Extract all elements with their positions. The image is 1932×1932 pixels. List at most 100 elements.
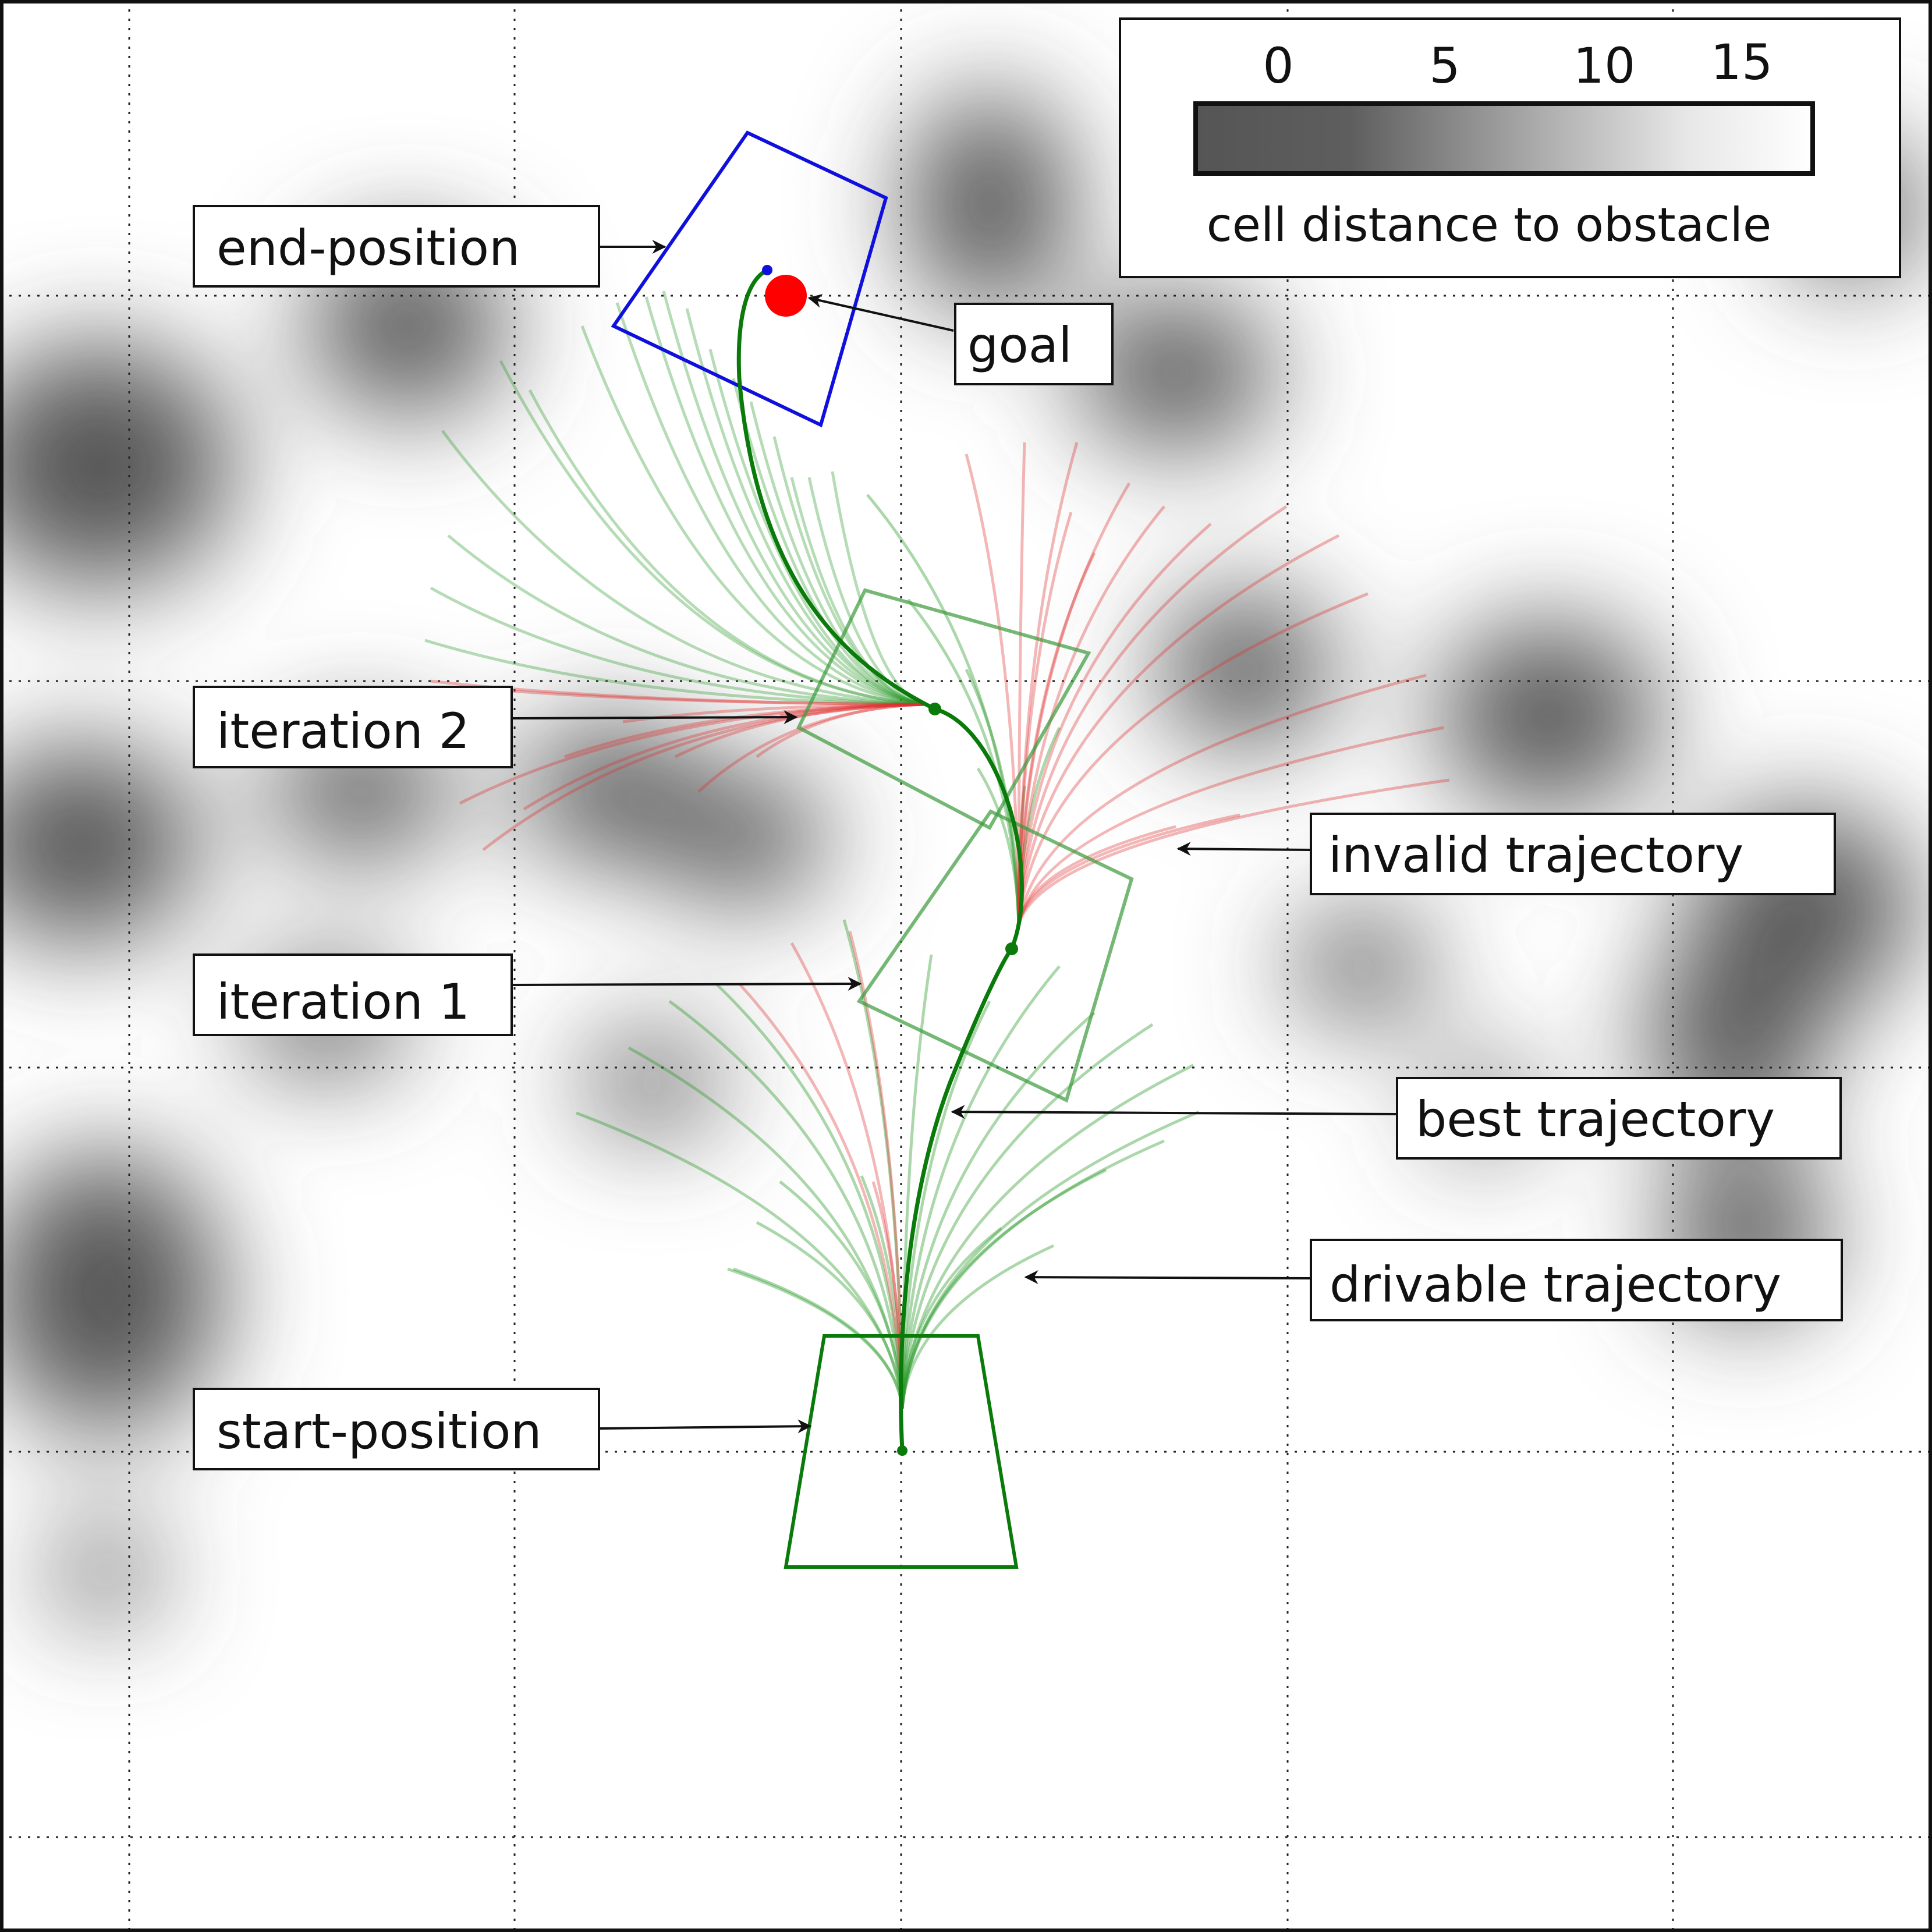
drivable-trajectory-line (901, 1110, 1200, 1409)
invalid-trajectory-line (459, 685, 926, 706)
drivable-trajectory-line (749, 401, 926, 706)
invalid-trajectory-line (564, 703, 926, 758)
drivable-trajectory-line (644, 296, 926, 706)
drivable-trajectory-line (772, 436, 926, 706)
obstacle-blob (908, 93, 1071, 314)
obstacle-blob (3, 343, 233, 588)
vehicle-footprints (611, 130, 1134, 1569)
drivable-trajectory-line (708, 349, 926, 706)
label-end-position: end-position (217, 219, 520, 276)
label-goal: goal (967, 317, 1072, 374)
drivable-trajectory-line (430, 586, 926, 706)
label-iteration-1: iteration 1 (217, 973, 470, 1030)
drivable-trajectory-line (901, 1023, 1154, 1409)
invalid-trajectory-line (1017, 673, 1427, 926)
invalid-trajectory-line (1017, 825, 1176, 926)
best-node-end (762, 265, 772, 275)
obstacle-blob (1158, 594, 1333, 745)
drivable-trajectory-line (901, 1227, 1002, 1409)
invalid-trajectory-line (1017, 534, 1340, 926)
start-position-box (784, 1334, 1019, 1569)
label-invalid-trajectory: invalid trajectory (1328, 827, 1743, 884)
invalid-trajectory-line (1017, 505, 1288, 926)
colorbar-gradient (1193, 101, 1815, 176)
invalid-trajectory-line (1017, 442, 1079, 926)
obstacle-blob (664, 774, 827, 902)
drivable-trajectory-line (779, 1181, 904, 1409)
drivable-trajectory-line (733, 1267, 904, 1409)
obstacle-blob (582, 1036, 722, 1129)
drivable-trajectory-line (424, 639, 926, 706)
obstacle-blob (1438, 623, 1659, 809)
invalid-trajectory-line (459, 703, 926, 805)
label-start-position: start-position (217, 1403, 542, 1460)
drivable-trajectory-line (685, 308, 926, 706)
best-trajectory-path (736, 268, 1024, 1451)
drivable-trajectory-line (901, 1012, 1096, 1409)
goal-marker (765, 275, 807, 317)
invalid-trajectory-line (523, 703, 926, 811)
drivable-trajectory-line (668, 999, 904, 1409)
obstacle-blob (3, 1153, 221, 1432)
colorbar-tick-3: 15 (1711, 34, 1773, 91)
drivable-trajectory-line (901, 1000, 991, 1409)
label-drivable-trajectory: drivable trajectory (1330, 1256, 1781, 1313)
invalid-trajectory-line (1017, 482, 1131, 926)
invalid-trajectory-line (482, 703, 926, 851)
invalid-trajectory-line (1017, 813, 1240, 926)
invalid-trajectory-line (1017, 726, 1444, 926)
drivable-trajectory-line (901, 1168, 1107, 1409)
drivable-trajectory-line (580, 325, 926, 706)
obstacle-blob (3, 745, 198, 943)
drivable-trajectory-line (901, 1139, 1165, 1409)
drivable-trajectory-line (756, 1221, 904, 1409)
best-node-1 (1005, 942, 1018, 955)
label-iteration-2: iteration 2 (217, 703, 470, 760)
drivable-trajectory-line (965, 668, 1020, 926)
drivable-trajectory-line (807, 477, 926, 706)
obstacle-blob (1292, 914, 1432, 1019)
drivable-trajectory-line (576, 1111, 904, 1409)
best-node-start (897, 1445, 907, 1456)
colorbar-tick-2: 10 (1573, 37, 1636, 94)
drivable-trajectory-line (727, 1267, 904, 1409)
drivable-trajectory-line (662, 290, 926, 706)
colorbar-title: cell distance to obstacle (1207, 198, 1771, 252)
label-best-trajectory: best trajectory (1416, 1091, 1775, 1148)
iteration-1-box (856, 809, 1134, 1103)
colorbar-legend: 0 5 10 15 cell distance to obstacle (1119, 17, 1901, 278)
obstacle-blob (1077, 297, 1275, 448)
annotation-iteration-2: iteration 2 (193, 686, 798, 768)
annotation-end-position: end-position (193, 205, 667, 288)
drivable-trajectory-line (441, 430, 926, 706)
drivable-trajectory-line (628, 1046, 904, 1409)
annotation-iteration-1: iteration 1 (193, 953, 862, 1036)
drivable-trajectory-line (447, 534, 926, 706)
colorbar-tick-0: 0 (1263, 37, 1293, 94)
invalid-trajectory-line (1017, 592, 1369, 926)
drivable-trajectories (424, 290, 1200, 1409)
drivable-trajectory-line (528, 389, 926, 706)
obstacle-blob (52, 1525, 157, 1618)
best-node-2 (928, 703, 941, 715)
invalid-trajectories (430, 442, 1450, 1409)
drivable-trajectory-line (615, 302, 926, 706)
annotation-start-position: start-position (193, 1388, 812, 1470)
drivable-trajectory-line (976, 767, 1020, 926)
drivable-trajectory-line (901, 1244, 1055, 1409)
invalid-trajectory-line (790, 942, 904, 1409)
colorbar-tick-1: 5 (1429, 37, 1460, 94)
invalid-trajectory-line (1017, 778, 1450, 926)
drivable-trajectory-line (790, 477, 926, 706)
invalid-trajectory-line (1017, 523, 1212, 926)
annotation-drivable-trajectory: drivable trajectory (1024, 1239, 1843, 1321)
drivable-trajectory-line (901, 1064, 1194, 1409)
invalid-trajectory-line (756, 703, 926, 758)
invalid-trajectory-line (1017, 505, 1165, 926)
annotation-best-trajectory: best trajectory (951, 1077, 1842, 1160)
annotation-invalid-trajectory: invalid trajectory (1176, 813, 1836, 895)
iteration-2-box (796, 588, 1091, 831)
